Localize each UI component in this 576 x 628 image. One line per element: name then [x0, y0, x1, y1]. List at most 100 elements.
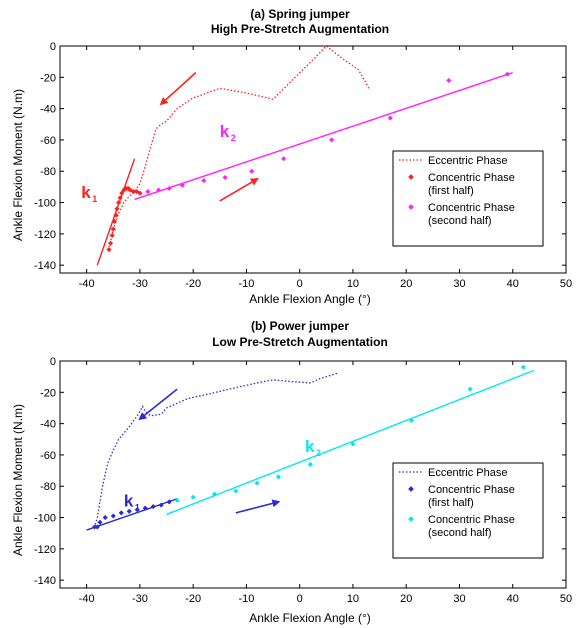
- stiffness-subscript: 1: [135, 503, 140, 513]
- y-tick-label: -100: [34, 513, 56, 525]
- data-point-first-half: [109, 232, 115, 239]
- fit-line-k2: [134, 71, 513, 201]
- data-point-second-half: [281, 156, 287, 162]
- data-point-first-half: [115, 199, 122, 206]
- x-axis-label: Ankle Flexion Angle (°): [249, 611, 371, 625]
- data-point-first-half: [117, 195, 123, 201]
- y-tick-label: -120: [34, 544, 56, 556]
- legend-box: [392, 462, 544, 559]
- data-point-first-half: [127, 187, 133, 193]
- data-point-second-half: [387, 115, 393, 121]
- plot-content: [86, 364, 535, 531]
- legend-marker-swatch: [408, 204, 414, 210]
- data-point-first-half: [111, 218, 117, 224]
- stiffness-label: k: [220, 122, 230, 141]
- y-tick-label: -40: [40, 419, 56, 431]
- x-tick-label: 0: [297, 278, 303, 290]
- data-point-second-half: [254, 480, 260, 486]
- plot-area: [59, 45, 567, 274]
- stiffness-label: k: [305, 437, 315, 456]
- y-tick-label: -20: [40, 387, 56, 399]
- legend-marker-swatch: [408, 516, 414, 522]
- y-tick-label: -120: [34, 229, 56, 241]
- y-axis-label: Ankle Flexion Moment (N.m): [11, 89, 25, 241]
- data-point-first-half: [107, 240, 114, 246]
- chart-subtitle: Low Pre-Stretch Augmentation: [212, 335, 388, 349]
- x-tick-label: 10: [347, 593, 359, 605]
- legend-box: [392, 150, 544, 247]
- data-point-first-half: [106, 246, 112, 253]
- panel-a: (a) Spring jumper High Pre-Stretch Augme…: [11, 7, 572, 306]
- direction-arrow: [159, 72, 197, 106]
- data-point-first-half: [166, 499, 172, 505]
- data-point-second-half: [211, 491, 218, 497]
- data-point-first-half: [158, 502, 164, 508]
- y-tick-label: -60: [40, 450, 56, 462]
- data-point-second-half: [233, 488, 239, 494]
- x-tick-label: -40: [79, 278, 95, 290]
- legend-label: Eccentric Phase: [428, 155, 507, 167]
- panel-b: (b) Power jumper Low Pre-Stretch Augment…: [11, 319, 572, 625]
- data-point-second-half: [155, 187, 162, 193]
- data-point-second-half: [307, 461, 313, 467]
- x-tick-label: -20: [185, 278, 201, 290]
- data-point-second-half: [520, 364, 527, 370]
- x-tick-label: -40: [79, 593, 95, 605]
- data-point-second-half: [190, 494, 196, 500]
- data-point-second-half: [350, 441, 356, 447]
- data-point-first-half: [118, 510, 124, 516]
- data-point-first-half: [119, 190, 125, 196]
- fit-line-k1: [96, 158, 136, 266]
- y-tick-label: -20: [40, 72, 56, 84]
- x-tick-label: 30: [453, 593, 465, 605]
- y-tick-label: -80: [40, 166, 56, 178]
- legend-label: Concentric Phase: [428, 202, 515, 214]
- data-point-second-half: [504, 71, 511, 77]
- legend-label: Concentric Phase: [428, 514, 515, 526]
- x-tick-label: -30: [132, 278, 148, 290]
- series-eccentric-line: [107, 46, 370, 252]
- data-point-first-half: [110, 513, 116, 519]
- x-tick-label: -30: [132, 593, 148, 605]
- data-point-second-half: [275, 474, 282, 480]
- x-tick-label: 40: [507, 593, 519, 605]
- stiffness-label: k: [124, 492, 134, 511]
- data-point-second-half: [446, 77, 452, 84]
- fit-line-k2: [166, 369, 535, 516]
- chart-title: (a) Spring jumper: [250, 7, 350, 21]
- x-tick-label: 30: [453, 278, 465, 290]
- data-point-first-half: [97, 519, 103, 525]
- series-eccentric-line: [93, 372, 338, 528]
- data-point-second-half: [174, 497, 180, 503]
- legend-label: Concentric Phase: [428, 484, 515, 496]
- data-point-first-half: [134, 507, 140, 513]
- legend-label: Concentric Phase: [428, 172, 515, 184]
- x-axis-label: Ankle Flexion Angle (°): [249, 292, 371, 306]
- x-tick-label: -10: [238, 278, 254, 290]
- chart-title: (b) Power jumper: [251, 319, 349, 333]
- x-tick-label: 20: [400, 278, 412, 290]
- data-point-first-half: [102, 514, 108, 521]
- x-tick-label: -20: [185, 593, 201, 605]
- data-point-second-half: [408, 417, 415, 424]
- direction-arrow: [219, 178, 259, 202]
- y-tick-label: -100: [34, 198, 56, 210]
- data-point-second-half: [328, 137, 335, 143]
- data-point-second-half: [467, 386, 473, 392]
- y-axis-label: Ankle Flexion Moment (N.m): [11, 404, 25, 556]
- legend-label: (second half): [428, 215, 492, 227]
- chart-subtitle: High Pre-Stretch Augmentation: [211, 22, 389, 36]
- plot-area: [59, 360, 567, 589]
- legend-marker-swatch: [408, 486, 414, 492]
- x-tick-label: 20: [400, 593, 412, 605]
- x-tick-label: 40: [507, 278, 519, 290]
- y-tick-label: -60: [40, 135, 56, 147]
- data-point-first-half: [137, 190, 143, 196]
- y-tick-label: -80: [40, 481, 56, 493]
- data-point-first-half: [150, 503, 156, 510]
- y-tick-label: -40: [40, 104, 56, 116]
- y-tick-label: 0: [50, 356, 56, 368]
